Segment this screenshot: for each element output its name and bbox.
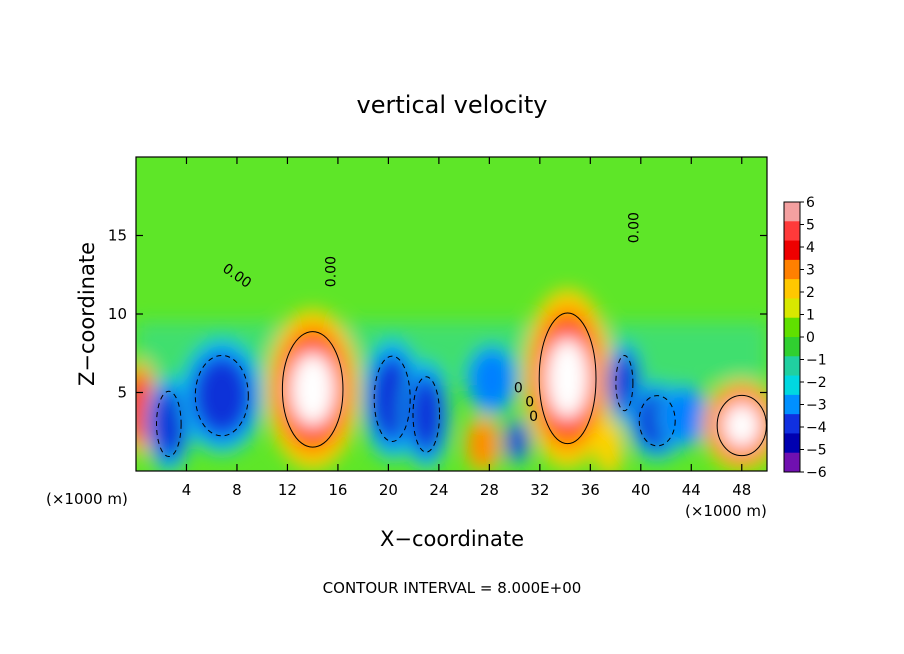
colorbar-tick-label: −1 [806,353,827,369]
colorbar-tick-label: 2 [806,285,815,301]
updraft-cell [467,420,499,469]
x-unit-left: (×1000 m) [46,490,128,508]
colorbar-tick-label: 0 [806,330,815,346]
x-axis: 4 8 12 16 20 24 28 32 36 40 44 48 [182,157,751,499]
y-tick-label: 15 [108,227,127,245]
x-unit-right: (×1000 m) [685,502,767,520]
x-tick-label: 20 [379,481,398,499]
x-tick-label: 4 [182,481,192,499]
contour-label: 0 [514,381,523,397]
downdraft-cell [611,354,638,412]
contour-line [194,354,249,437]
downdraft-cell [507,423,528,459]
colorbar-tick-label: −6 [806,465,827,481]
x-tick-label: 32 [530,481,549,499]
downdraft-cell [662,389,708,443]
colorbar-swatch [784,414,800,434]
contour-label: 0 [525,395,534,411]
x-tick-label: 8 [232,481,242,499]
x-tick-label: 36 [581,481,600,499]
colorbar-swatch [784,356,800,377]
updraft-cell [290,352,336,427]
y-axis-label: Z−coordinate [75,242,99,386]
downdraft-cell [194,357,250,434]
colorbar-tick-label: −4 [806,420,827,436]
colorbar-swatch [784,240,800,261]
colorbar-swatch [784,394,800,415]
downdraft-cell [409,378,444,451]
colorbar-swatch [784,452,800,473]
x-axis-label: X−coordinate [380,527,524,551]
plot-area [136,157,767,471]
contour-line [716,394,767,457]
downdraft-cell [152,391,185,457]
colorbar-tick-label: 4 [806,240,815,256]
colorbar-tick-label: 1 [806,308,815,324]
y-tick-label: 5 [117,384,127,402]
colorbar-tick-label: −5 [806,443,827,459]
updraft-cell [595,419,624,471]
updraft-cell [722,402,762,449]
x-tick-label: 40 [631,481,650,499]
colorbar: 6 5 4 3 2 1 0 −1 −2 −3 −4 −5 −6 [783,195,827,481]
contour-line [373,355,411,442]
contour-line [615,354,634,412]
contour-line [638,395,676,447]
x-tick-label: 48 [732,481,751,499]
colorbar-swatch [784,259,800,280]
colorbar-swatch [784,298,800,319]
y-axis: 5 10 15 [108,227,767,402]
colorbar-swatch [784,202,800,222]
x-tick-label: 28 [480,481,499,499]
colorbar-tick-label: −2 [806,375,827,391]
contour-label: 0.00 [323,256,339,287]
contour-line [156,390,182,458]
colorbar-swatch [784,221,800,242]
x-tick-label: 24 [429,481,448,499]
colorbar-tick-label: −3 [806,398,827,414]
contour-line [281,331,344,448]
colorbar-swatch [784,433,800,454]
colorbar-tick-label: 3 [806,263,815,279]
contour-label: 0.00 [626,212,642,243]
contour-line [412,376,441,453]
x-tick-label: 44 [682,481,701,499]
updraft-cell [546,337,590,419]
contour-interval-note: CONTOUR INTERVAL = 8.000E+00 [323,579,582,597]
chart-title: vertical velocity [357,91,548,119]
y-tick-label: 10 [108,305,127,323]
colorbar-tick-label: 6 [806,195,815,211]
colorbar-tick-label: 5 [806,218,815,234]
velocity-field [136,288,767,471]
contour-label: 0 [529,409,538,425]
zero-contours [156,312,767,458]
x-tick-label: 16 [328,481,347,499]
colorbar-swatch [784,279,800,299]
contour-line [538,312,597,445]
colorbar-swatch [784,317,800,338]
downdraft-cell [469,349,515,411]
x-tick-label: 12 [278,481,297,499]
colorbar-swatch [784,375,800,396]
colorbar-swatch [784,337,800,357]
